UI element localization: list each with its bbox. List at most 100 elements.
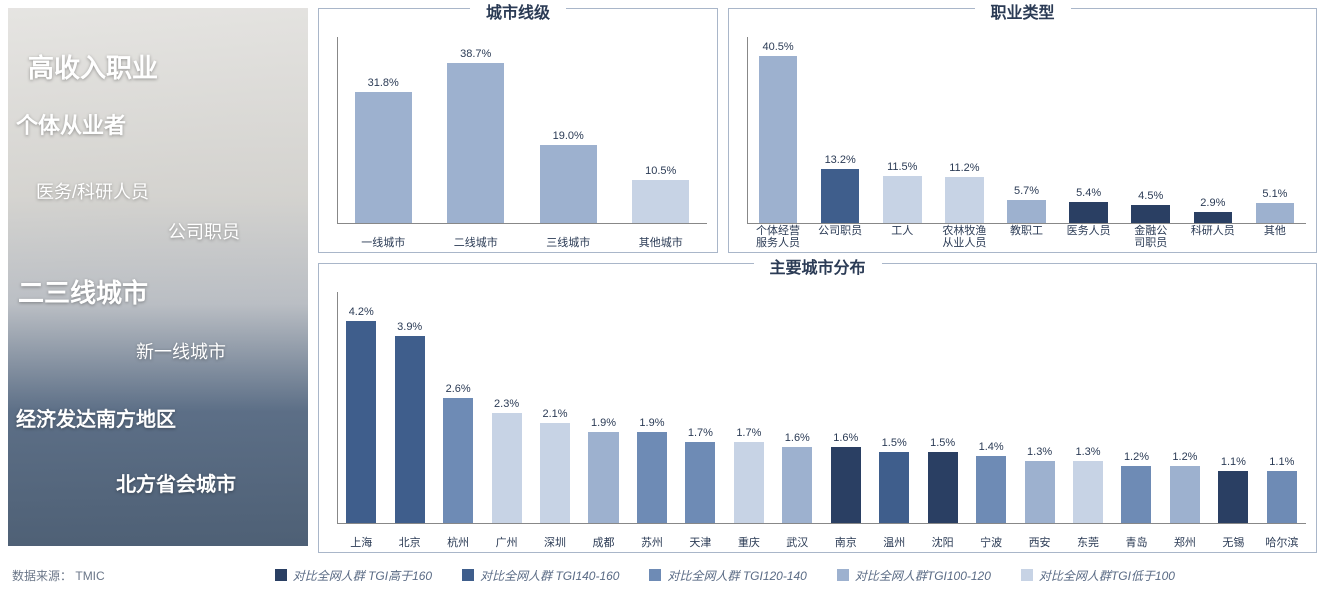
bar	[1218, 471, 1248, 524]
bar-value-label: 4.5%	[1138, 190, 1163, 202]
bar	[540, 145, 597, 224]
legend-item: 对比全网人群 TGI140-160	[462, 567, 619, 584]
panel-occupation: 职业类型 40.5%13.2%11.5%11.2%5.7%5.4%4.5%2.9…	[728, 8, 1317, 253]
bar-slot: 1.6%	[822, 292, 870, 524]
x-label: 农林牧渔 从业人员	[933, 225, 995, 250]
bar-slot: 31.8%	[337, 37, 430, 224]
bar	[637, 432, 667, 524]
bar-slot: 5.1%	[1244, 37, 1306, 224]
x-label: 医务人员	[1058, 225, 1120, 250]
legend-swatch	[462, 569, 474, 581]
bar-value-label: 1.6%	[833, 432, 858, 444]
bar	[821, 169, 860, 224]
bar	[928, 452, 958, 525]
bar-value-label: 1.5%	[882, 437, 907, 449]
bar-value-label: 3.9%	[397, 321, 422, 333]
panel-city-tier: 城市线级 31.8%38.7%19.0%10.5% 一线城市二线城市三线城市其他…	[318, 8, 718, 253]
bar-slot: 1.7%	[725, 292, 773, 524]
x-label: 西安	[1015, 537, 1063, 550]
bar-area-city-dist: 4.2%3.9%2.6%2.3%2.1%1.9%1.9%1.7%1.7%1.6%…	[337, 292, 1306, 524]
x-label: 沈阳	[918, 537, 966, 550]
bar	[492, 413, 522, 524]
side-tag: 新一线城市	[136, 338, 226, 364]
x-label: 二线城市	[430, 237, 523, 250]
bar-slot: 1.3%	[1015, 292, 1063, 524]
bar-slot: 2.1%	[531, 292, 579, 524]
source-label: 数据来源：	[12, 569, 72, 583]
panel-title-city-dist: 主要城市分布	[753, 254, 881, 278]
legend-label: 对比全网人群 TGI140-160	[480, 567, 619, 584]
x-label: 郑州	[1161, 537, 1209, 550]
bar	[540, 423, 570, 525]
bar-value-label: 19.0%	[553, 130, 584, 142]
bar-value-label: 1.7%	[736, 427, 761, 439]
bar-slot: 11.2%	[933, 37, 995, 224]
bar-slot: 1.7%	[676, 292, 724, 524]
bar-value-label: 2.3%	[494, 398, 519, 410]
bar-slot: 2.6%	[434, 292, 482, 524]
x-labels-city-tier: 一线城市二线城市三线城市其他城市	[337, 237, 707, 250]
bar-area-city-tier: 31.8%38.7%19.0%10.5%	[337, 37, 707, 224]
bar-value-label: 5.4%	[1076, 187, 1101, 199]
bar	[1007, 200, 1046, 224]
bar-slot: 1.3%	[1064, 292, 1112, 524]
axis-x-line	[337, 223, 707, 224]
bar	[355, 92, 412, 224]
bar-slot: 1.6%	[773, 292, 821, 524]
bar-slot: 11.5%	[871, 37, 933, 224]
bar	[879, 452, 909, 525]
bar	[685, 442, 715, 524]
bar-slot: 2.3%	[482, 292, 530, 524]
bar	[346, 321, 376, 524]
x-labels-occupation: 个体经营 服务人员公司职员工人农林牧渔 从业人员教职工医务人员金融公 司职员科研…	[747, 225, 1306, 250]
legend-label: 对比全网人群 TGI高于160	[293, 567, 432, 584]
legend-swatch	[649, 569, 661, 581]
axis-x-line	[337, 523, 1306, 524]
bar-value-label: 1.2%	[1172, 451, 1197, 463]
x-label: 金融公 司职员	[1120, 225, 1182, 250]
legend-label: 对比全网人群 TGI120-140	[667, 567, 806, 584]
bar	[734, 442, 764, 524]
x-label: 青岛	[1112, 537, 1160, 550]
bar	[1131, 205, 1170, 224]
bar-value-label: 2.1%	[543, 408, 568, 420]
x-label: 武汉	[773, 537, 821, 550]
bar	[1025, 461, 1055, 524]
bar-value-label: 2.9%	[1200, 197, 1225, 209]
source-value: TMIC	[75, 569, 104, 583]
bar-slot: 1.1%	[1209, 292, 1257, 524]
bar-value-label: 1.9%	[591, 417, 616, 429]
bar	[632, 180, 689, 224]
side-tag: 经济发达南方地区	[16, 403, 176, 432]
bar	[588, 432, 618, 524]
legend: 对比全网人群 TGI高于160 对比全网人群 TGI140-160 对比全网人群 T…	[135, 567, 1315, 584]
bar	[1170, 466, 1200, 524]
x-label: 温州	[870, 537, 918, 550]
bar-value-label: 5.7%	[1014, 185, 1039, 197]
bar-slot: 13.2%	[809, 37, 871, 224]
bar	[945, 177, 984, 224]
panel-title-occupation: 职业类型	[974, 0, 1070, 23]
bar-slot: 1.5%	[918, 292, 966, 524]
x-labels-city-dist: 上海北京杭州广州深圳成都苏州天津重庆武汉南京温州沈阳宁波西安东莞青岛郑州无锡哈尔…	[337, 537, 1306, 550]
bar-slot: 1.2%	[1161, 292, 1209, 524]
bar	[1073, 461, 1103, 524]
x-label: 苏州	[628, 537, 676, 550]
bar-slot: 1.4%	[967, 292, 1015, 524]
bar	[782, 447, 812, 524]
x-label: 广州	[482, 537, 530, 550]
legend-item: 对比全网人群TGI低于100	[1021, 567, 1175, 584]
bar-value-label: 31.8%	[368, 77, 399, 89]
x-label: 哈尔滨	[1258, 537, 1306, 550]
bar	[447, 63, 504, 224]
side-tag: 个体从业者	[16, 108, 126, 140]
bar	[883, 176, 922, 224]
x-label: 一线城市	[337, 237, 430, 250]
side-tag: 公司职员	[168, 218, 240, 244]
x-label: 深圳	[531, 537, 579, 550]
x-label: 南京	[822, 537, 870, 550]
panel-title-city-tier: 城市线级	[470, 0, 566, 23]
bar	[395, 336, 425, 525]
bar-slot: 38.7%	[430, 37, 523, 224]
bar-slot: 2.9%	[1182, 37, 1244, 224]
